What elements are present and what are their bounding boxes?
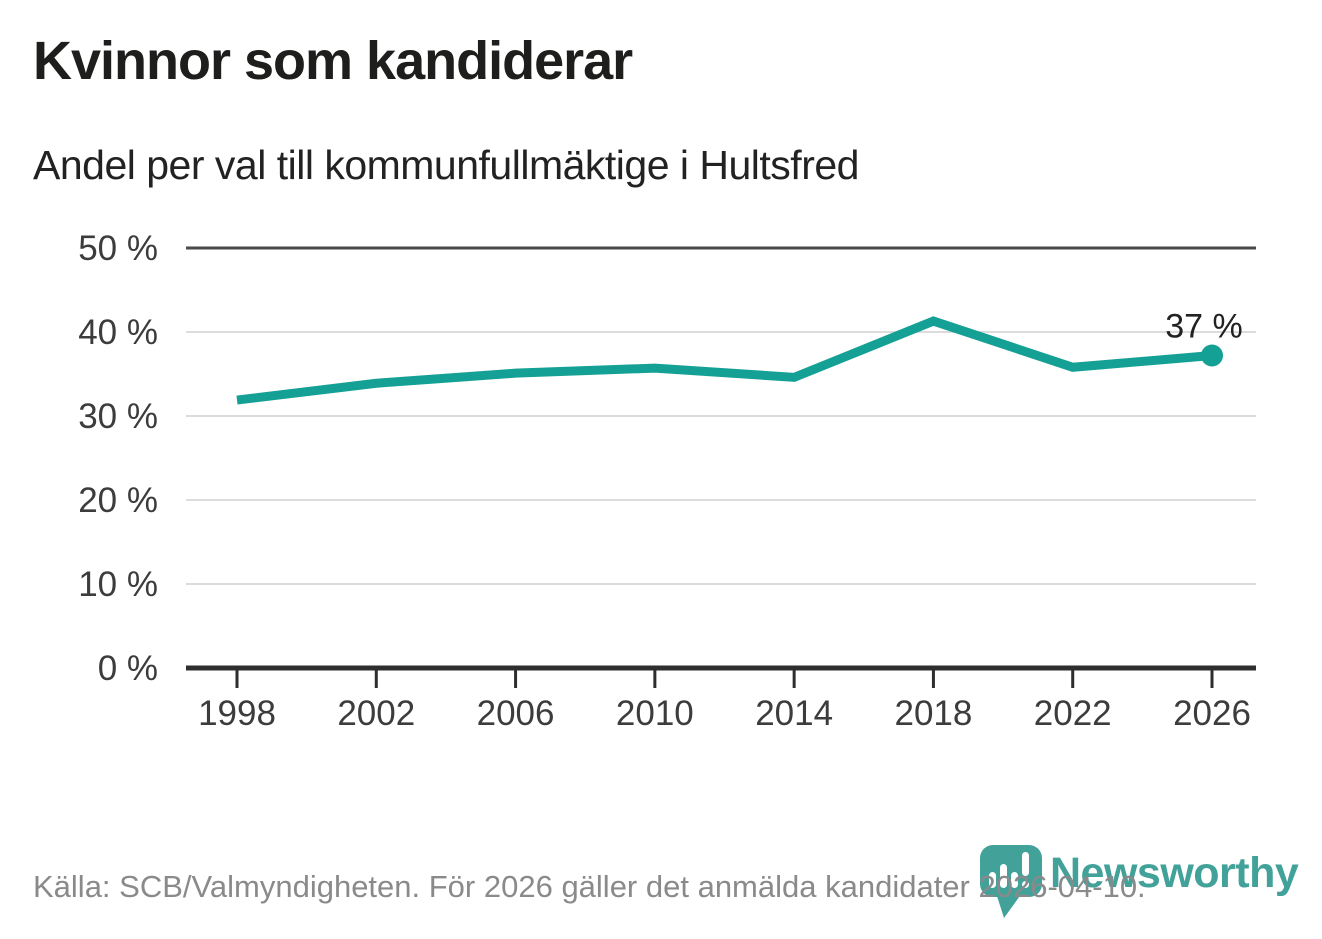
end-point-label: 37 %: [1165, 308, 1243, 346]
y-axis-label-10: 10 %: [78, 565, 158, 604]
footer-source: Källa: SCB/Valmyndigheten. För 2026 gäll…: [33, 869, 1146, 904]
logo-pin-barchart-icon: [980, 845, 1042, 918]
data-series-line: [236, 316, 1213, 405]
page-subtitle: Andel per val till kommunfullmäktige i H…: [33, 142, 859, 188]
x-axis-label-2022: 2022: [1034, 694, 1112, 733]
x-axis-label-2018: 2018: [894, 694, 972, 733]
end-point-marker: [1201, 344, 1223, 367]
y-axis-label-0: 0 %: [98, 649, 158, 688]
y-axis-label-40: 40 %: [78, 313, 158, 352]
x-axis-label-2010: 2010: [616, 694, 694, 733]
x-axis-label-2026: 2026: [1173, 694, 1251, 733]
x-axis-label-1998: 1998: [198, 694, 276, 733]
x-axis-label-2006: 2006: [477, 694, 555, 733]
newsworthy-logo: Newsworthy: [980, 845, 1299, 921]
logo-wordmark: Newsworthy: [1050, 849, 1299, 897]
y-axis-label-20: 20 %: [78, 481, 158, 520]
y-axis-label-50: 50 %: [78, 229, 158, 268]
y-axis-label-30: 30 %: [78, 397, 158, 436]
x-axis-label-2014: 2014: [755, 694, 833, 733]
page-title: Kvinnor som kandiderar: [33, 31, 633, 91]
x-axis-label-2002: 2002: [337, 694, 415, 733]
